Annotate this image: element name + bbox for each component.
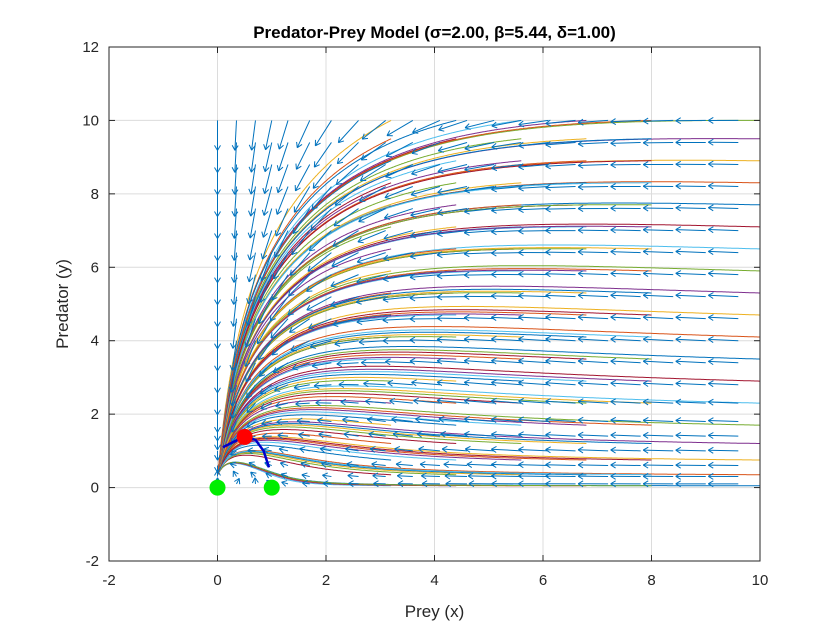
vector-arrow-head [246, 376, 247, 382]
y-tick-label: 8 [91, 186, 99, 203]
chart-title: Predator-Prey Model (σ=2.00, β=5.44, δ=1… [253, 23, 616, 42]
vector-arrow-shaft [546, 209, 576, 210]
vector-arrow-shaft [518, 274, 548, 275]
vector-arrow-shaft [643, 208, 673, 209]
vector-arrow-head [359, 222, 365, 223]
x-axis-label: Prey (x) [405, 602, 465, 621]
vector-arrow-shaft [611, 465, 641, 466]
x-tick-label: 0 [213, 572, 221, 589]
x-tick-label: 4 [430, 572, 438, 589]
vector-arrow-head [297, 142, 298, 148]
vector-arrow-head [258, 318, 259, 324]
vector-arrow-head [292, 249, 293, 255]
vector-arrow-shaft [676, 450, 706, 451]
y-tick-label: 4 [91, 333, 99, 350]
vector-arrow-shaft [468, 476, 494, 477]
vector-arrow-shaft [643, 465, 673, 466]
x-tick-label: 10 [752, 572, 769, 589]
vector-arrow-head [249, 462, 255, 463]
y-tick-label: 2 [91, 406, 99, 423]
vector-arrow-shaft [578, 187, 608, 188]
vector-arrow-shaft [518, 476, 548, 477]
y-tick-label: 6 [91, 259, 99, 276]
x-tick-label: -2 [102, 572, 115, 589]
vector-arrow-shaft [611, 230, 641, 231]
vector-arrow-shaft [708, 450, 738, 451]
y-tick-label: 10 [82, 112, 99, 129]
vector-arrow-shaft [491, 476, 521, 477]
vector-arrow-shaft [277, 421, 288, 422]
y-axis-label: Predator (y) [53, 259, 72, 349]
y-tick-label: 12 [82, 39, 99, 56]
vector-arrow-shaft [518, 231, 548, 232]
vector-arrow-shaft [437, 318, 467, 319]
vector-arrow-shaft [578, 465, 608, 466]
vector-arrow-head [270, 315, 271, 321]
equilibrium-point-saddle [210, 480, 226, 496]
y-tick-label: 0 [91, 480, 99, 497]
equilibrium-point-interior [237, 429, 253, 445]
y-tick-label: -2 [86, 553, 99, 570]
vector-arrow-head [313, 183, 314, 189]
vector-arrow-head [386, 177, 392, 178]
x-tick-label: 8 [647, 572, 655, 589]
vector-arrow-head [231, 455, 237, 456]
x-tick-label: 2 [322, 572, 330, 589]
vector-arrow-shaft [676, 186, 706, 187]
equilibrium-point-saddle [264, 480, 280, 496]
vector-arrow-shaft [445, 476, 467, 477]
vector-arrow-shaft [708, 186, 738, 187]
x-tick-label: 6 [539, 572, 547, 589]
vector-arrow-head [274, 252, 275, 258]
vector-arrow-shaft [491, 253, 521, 254]
